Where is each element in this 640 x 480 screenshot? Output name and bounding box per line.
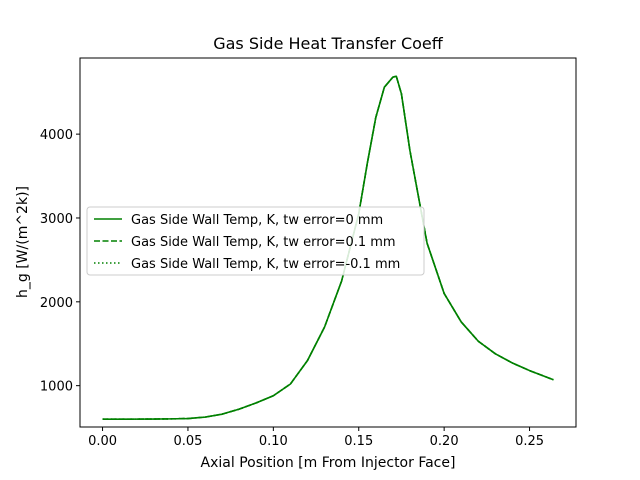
y-axis-ticks: 1000 2000 3000 4000	[40, 128, 80, 395]
x-axis-label: Axial Position [m From Injector Face]	[201, 455, 456, 471]
x-tick-label: 0.15	[344, 434, 373, 449]
legend-label-1: Gas Side Wall Temp, K, tw error=0.1 mm	[131, 235, 396, 250]
y-axis-label: h_g [W/(m^2k)]	[15, 186, 31, 298]
x-tick-label: 0.10	[259, 434, 288, 449]
legend-label-0: Gas Side Wall Temp, K, tw error=0 mm	[131, 213, 383, 228]
x-tick-label: 0.00	[88, 434, 117, 449]
y-tick-label: 2000	[40, 296, 73, 311]
y-tick-label: 4000	[40, 128, 73, 143]
x-axis-ticks: 0.00 0.05 0.10 0.15 0.20 0.25	[88, 427, 544, 449]
chart-title: Gas Side Heat Transfer Coeff	[213, 34, 444, 53]
x-tick-label: 0.20	[430, 434, 459, 449]
x-tick-label: 0.05	[173, 434, 202, 449]
legend-box	[86, 206, 425, 276]
legend: Gas Side Wall Temp, K, tw error=0 mm Gas…	[86, 206, 425, 276]
y-tick-label: 3000	[40, 212, 73, 227]
x-tick-label: 0.25	[515, 434, 544, 449]
axes-frame	[79, 57, 577, 428]
y-tick-label: 1000	[40, 380, 73, 395]
legend-label-2: Gas Side Wall Temp, K, tw error=-0.1 mm	[131, 257, 400, 272]
